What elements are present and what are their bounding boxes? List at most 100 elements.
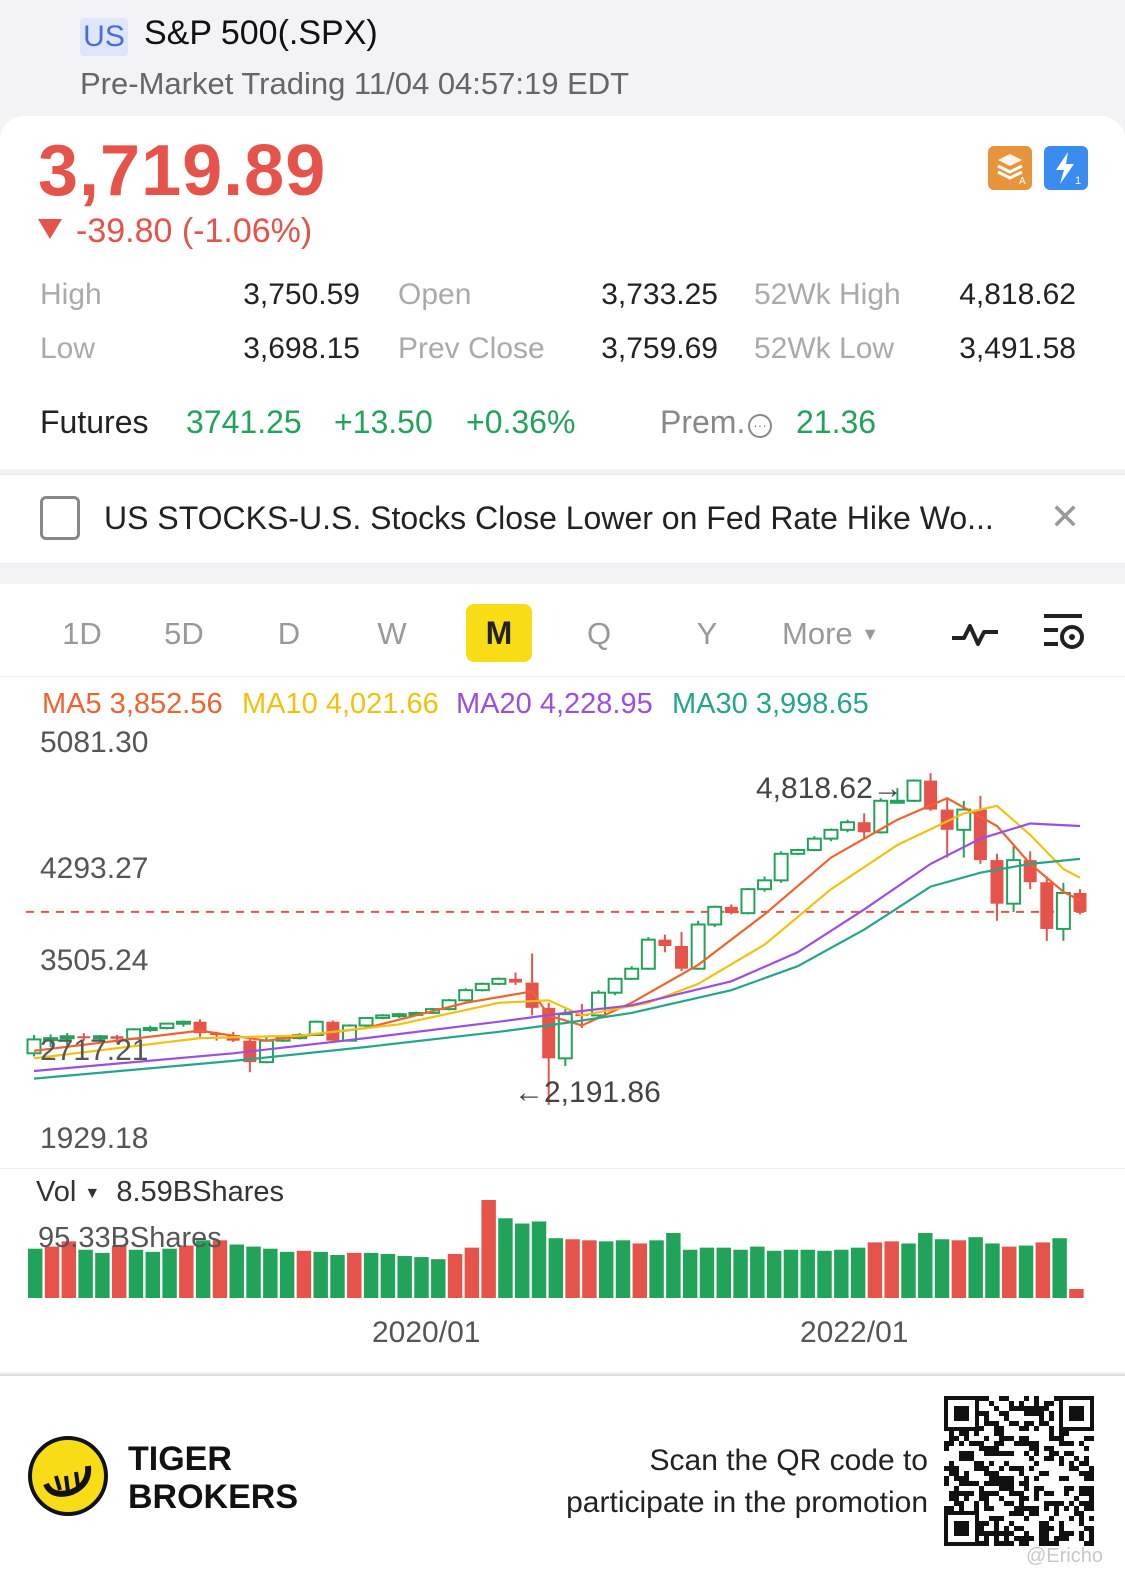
qr-module [949,1436,954,1441]
close-icon[interactable]: ✕ [1050,496,1081,537]
qr-module [984,1421,989,1426]
volume-bar [867,1242,883,1298]
qr-module [949,1506,954,1511]
price-change: -39.80 (-1.06%) [38,212,312,251]
caret-down-icon: ▼ [861,624,880,644]
qr-module [1079,1536,1084,1541]
qr-module [1044,1501,1049,1506]
qr-code[interactable] [944,1396,1094,1546]
qr-module [979,1461,984,1466]
qr-module [959,1501,964,1506]
chart-settings-icon[interactable] [1038,608,1088,659]
qr-module [984,1506,989,1511]
qr-module [1044,1446,1049,1451]
tab-more-label: More [782,616,853,651]
qr-module [949,1471,954,1476]
qr-module [999,1441,1004,1446]
tab-day[interactable]: D [277,616,301,651]
tab-quarter[interactable]: Q [586,616,612,651]
candle-body-down [1073,892,1087,912]
candle-body-up [840,821,856,831]
volume-bar [548,1238,564,1298]
volume-bar [195,1240,211,1298]
volume-bar [985,1243,1000,1298]
promo-line-2: participate in the promotion [566,1486,928,1519]
layers-icon[interactable]: A [988,146,1032,190]
volume-bar [699,1247,715,1298]
qr-module [1069,1516,1074,1521]
qr-module [1054,1536,1059,1541]
qr-module [1024,1406,1029,1411]
qr-module [1019,1426,1024,1431]
volume-bar [515,1223,530,1298]
qr-module [1044,1421,1049,1426]
news-headline[interactable]: US STOCKS-U.S. Stocks Close Lower on Fed… [104,500,994,536]
candlestick-chart[interactable] [0,720,1125,1170]
qr-module [989,1461,994,1466]
premium-label: Prem. [660,404,746,440]
news-banner[interactable] [0,474,1125,564]
qr-module [1044,1541,1049,1546]
qr-module [1089,1531,1094,1536]
volume-bar [615,1240,631,1298]
qr-module [984,1471,989,1476]
qr-module [954,1471,959,1476]
qr-module [1089,1496,1094,1501]
qr-finder [944,1396,979,1431]
qr-module [964,1431,969,1436]
qr-module [994,1481,999,1486]
volume-header[interactable]: Vol ▼ 8.59BShares [36,1176,284,1209]
qr-module [1049,1446,1054,1451]
volume-bar [95,1252,110,1298]
candle-body-up [773,852,789,882]
qr-module [1074,1496,1079,1501]
info-more-icon[interactable]: ··· [748,414,772,438]
qr-module [1044,1521,1049,1526]
qr-module [944,1446,949,1451]
low-label: Low [40,332,96,365]
lightning-icon[interactable]: 1 [1044,146,1088,190]
qr-module [994,1471,999,1476]
volume-bar [834,1249,849,1298]
qr-module [979,1426,984,1431]
volume-bar [162,1248,177,1298]
candle-body-down [924,780,938,810]
tab-more[interactable]: More ▼ [782,616,879,652]
open-value: 3,733.25 [601,278,718,311]
volume-bar [800,1249,815,1298]
indicator-icon[interactable] [950,612,1000,657]
tab-month[interactable]: M [466,604,532,662]
tab-1d[interactable]: 1D [62,616,102,651]
qr-module [959,1451,964,1456]
qr-module [1014,1506,1019,1511]
candle-body-up [474,982,490,992]
qr-module [1059,1536,1064,1541]
qr-module [994,1426,999,1431]
qr-module [994,1516,999,1521]
qr-module [949,1461,954,1466]
qr-module [1084,1461,1089,1466]
qr-module [959,1441,964,1446]
qr-module [1059,1461,1064,1466]
svg-text:1: 1 [1075,175,1081,187]
qr-module [1034,1476,1039,1481]
low-annotation: ←2,191.86 [514,1076,661,1109]
promo-line-1: Scan the QR code to [649,1444,929,1477]
qr-module [969,1491,974,1496]
qr-module [994,1526,999,1531]
volume-bar [951,1240,967,1298]
tab-year[interactable]: Y [696,616,718,651]
volume-bar [347,1252,362,1298]
volume-bar [246,1246,261,1298]
tab-week[interactable]: W [377,616,407,651]
tab-5d[interactable]: 5D [164,616,204,651]
qr-module [1084,1491,1089,1496]
candle-body-up [458,989,474,1002]
qr-module [1074,1511,1079,1516]
qr-module [1034,1411,1039,1416]
qr-module [964,1471,969,1476]
qr-module [1084,1436,1089,1441]
volume-bar [733,1249,748,1298]
qr-module [1024,1486,1029,1491]
qr-module [1044,1536,1049,1541]
